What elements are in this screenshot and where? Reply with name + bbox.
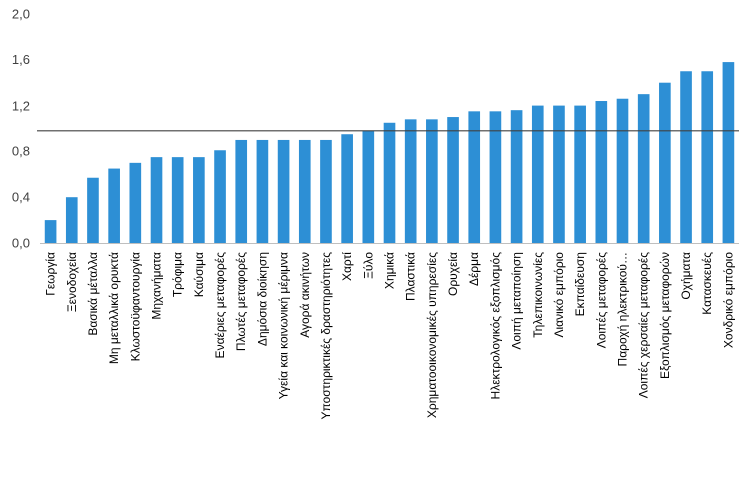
bar (320, 139, 332, 243)
bar (383, 122, 396, 243)
bar (531, 105, 544, 243)
bar (447, 117, 459, 243)
bar (680, 71, 692, 243)
bar (553, 105, 565, 243)
category-label: Χονδρικό εμπόριο (721, 252, 735, 348)
category-label: Πλωτές μεταφορές (234, 252, 248, 351)
category-label: Ορυχεία (446, 252, 460, 296)
category-label: Εναέριες μεταφορές (213, 252, 227, 359)
y-axis-ticks: 2,0 1,6 1,2 0,8 0,4 0,0 (12, 7, 30, 251)
bar (87, 177, 99, 243)
bar (510, 110, 523, 244)
category-label: Λιανικό εμπόριο (552, 252, 566, 338)
category-label: Δέρμα (467, 252, 481, 286)
bar (595, 101, 608, 244)
category-label: Τρόφιμα (171, 252, 185, 297)
category-label: Παροχή ηλεκτρικού… (616, 252, 630, 366)
category-label: Μηχανήματα (150, 252, 164, 320)
bar (616, 98, 629, 243)
category-label: Βασικά μέταλλα (86, 252, 100, 336)
category-label: Εξοπλισμός μεταφορών (658, 252, 672, 379)
bar (574, 105, 586, 243)
category-label: Ηλεκτρολογικός εξοπλισμός (488, 252, 502, 400)
bar (404, 119, 417, 243)
bar (701, 71, 714, 243)
category-label: Κλωστοϋφαντουργία (128, 252, 142, 361)
y-tick-label: 1,6 (12, 52, 30, 67)
y-tick-label: 0,4 (12, 190, 30, 205)
category-label: Χαρτί (340, 252, 354, 281)
bar (426, 119, 438, 243)
bars (44, 62, 735, 244)
y-tick-label: 2,0 (12, 7, 30, 22)
bar (722, 62, 735, 244)
category-label: Τηλεπικοινωνίες (531, 252, 545, 338)
category-label: Λοιπές μεταφορές (594, 252, 608, 349)
category-label: Λοιπή μεταποίηση (510, 252, 524, 350)
bar (468, 111, 481, 243)
bar (489, 111, 502, 243)
y-tick-label: 0,0 (12, 236, 30, 251)
category-label: Χημικά (383, 252, 397, 289)
bar (659, 82, 671, 243)
category-label: Ξύλο (361, 252, 375, 279)
category-label: Χρηματοοικονομικές υπηρεσίες (425, 252, 439, 418)
bar (298, 139, 311, 243)
bar (214, 150, 226, 243)
category-label: Υγεία και κοινωνική μέριμνα (277, 252, 291, 399)
bar (362, 130, 375, 243)
bar (256, 139, 269, 243)
category-label: Κατασκευές (700, 252, 714, 315)
category-label: Πλαστικά (404, 252, 418, 301)
bar (171, 157, 184, 244)
bar (108, 168, 120, 243)
bar (44, 220, 57, 243)
category-labels: Γεωργία Ξενοδοχεία Βασικά μέταλλα Μη μεταλλ… (44, 252, 736, 420)
bar (235, 139, 248, 243)
category-label: Υποστηρικτικές δραστηριότητες (319, 252, 333, 420)
bar (277, 139, 290, 243)
bar (65, 197, 78, 243)
bar (637, 94, 650, 244)
category-label: Δημόσια διοίκηση (255, 252, 269, 346)
bar (341, 134, 353, 243)
category-label: Ξενοδοχεία (65, 252, 79, 312)
category-label: Μη μεταλλικά ορυκτά (107, 252, 121, 364)
category-label: Γεωργία (44, 252, 58, 296)
category-label: Καύσιμα (192, 252, 206, 297)
category-label: Εκπαίδευση (573, 252, 587, 316)
category-label: Οχήματα (679, 252, 693, 300)
bar (193, 157, 205, 244)
y-tick-label: 1,2 (12, 99, 30, 114)
bar (150, 157, 163, 244)
category-label: Αγορά ακινήτων (298, 252, 312, 338)
bar (129, 162, 142, 243)
category-label: Λοιπές χερσαίες μεταφορές (637, 252, 651, 398)
y-tick-label: 0,8 (12, 144, 30, 159)
